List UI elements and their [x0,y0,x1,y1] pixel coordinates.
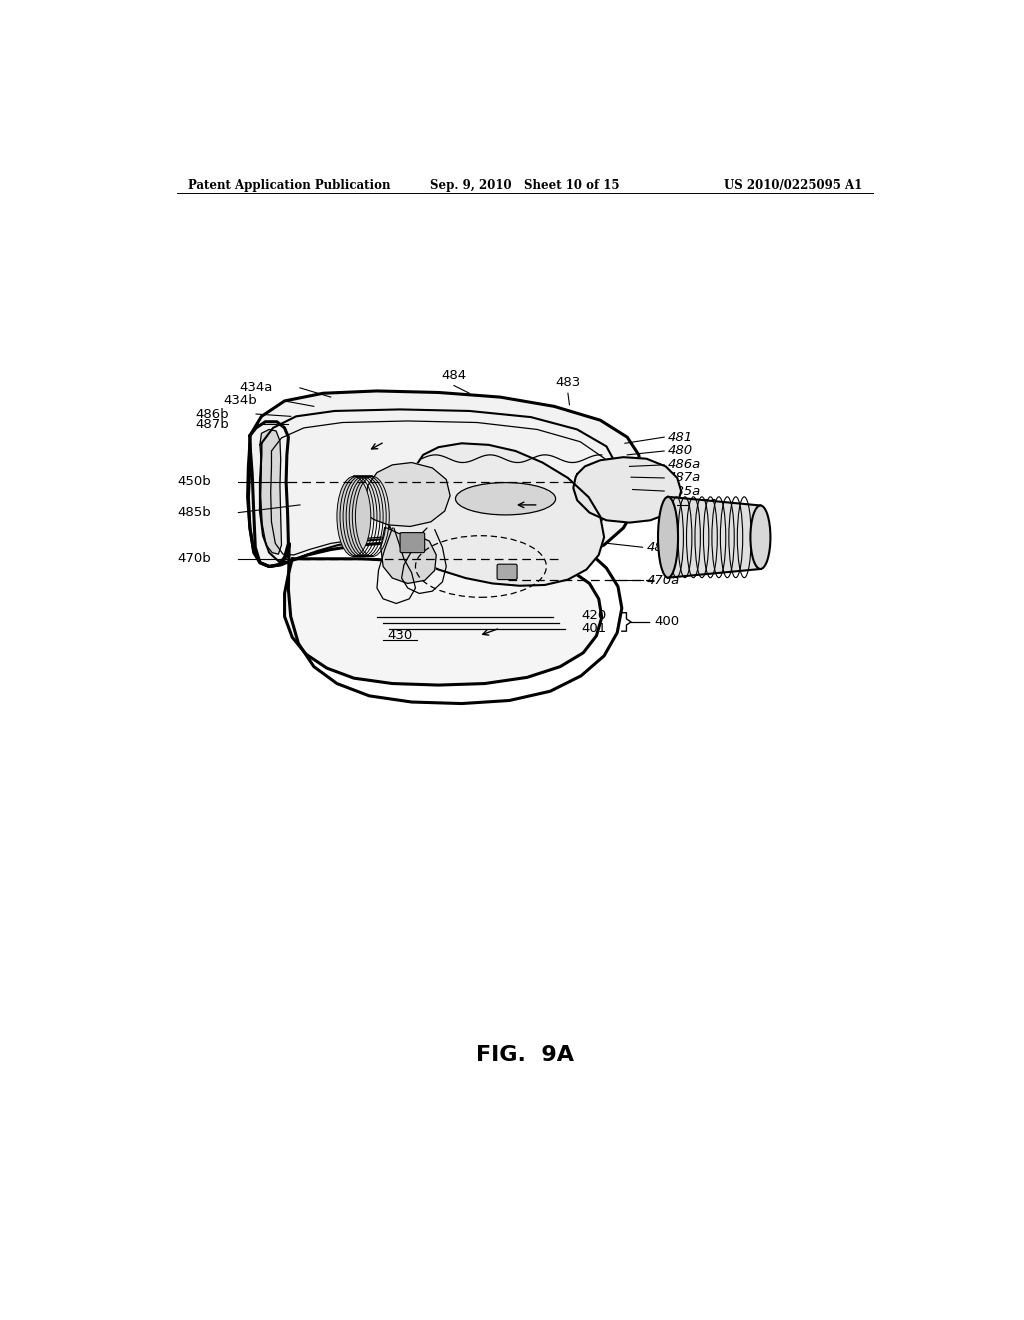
Polygon shape [388,444,604,586]
FancyBboxPatch shape [497,564,517,579]
Polygon shape [573,457,681,523]
Text: 480: 480 [668,445,693,458]
Text: 482: 482 [646,541,672,554]
Ellipse shape [456,483,556,515]
Polygon shape [366,462,451,527]
Text: 485a: 485a [668,484,701,498]
Text: 401: 401 [582,622,606,635]
Polygon shape [668,496,761,578]
Text: US 2010/0225095 A1: US 2010/0225095 A1 [724,178,862,191]
Text: 400: 400 [654,615,679,628]
Text: Sep. 9, 2010   Sheet 10 of 15: Sep. 9, 2010 Sheet 10 of 15 [430,178,620,191]
Polygon shape [260,429,282,554]
Text: FIG.  9A: FIG. 9A [476,1045,573,1065]
Ellipse shape [658,496,678,578]
Ellipse shape [337,477,371,557]
Text: 450b: 450b [177,475,211,488]
Text: 483: 483 [555,376,581,389]
Polygon shape [381,528,436,583]
Text: 470b: 470b [177,552,211,565]
Polygon shape [285,558,602,685]
Text: 485b: 485b [177,506,211,519]
Text: 470a: 470a [646,574,680,587]
Text: Patent Application Publication: Patent Application Publication [188,178,391,191]
Text: 434b: 434b [224,395,258,408]
FancyBboxPatch shape [400,533,425,553]
Polygon shape [248,391,643,566]
Ellipse shape [751,506,770,569]
Polygon shape [249,422,289,566]
Text: 487b: 487b [196,417,229,430]
Text: 450a: 450a [692,499,726,511]
Text: 420: 420 [582,610,606,622]
Text: 484: 484 [441,368,467,381]
Text: 434a: 434a [240,381,273,395]
Text: 481: 481 [668,430,693,444]
Text: 486b: 486b [196,408,229,421]
Text: 487a: 487a [668,471,701,484]
Text: 430: 430 [387,630,413,643]
Text: 486a: 486a [668,458,701,471]
